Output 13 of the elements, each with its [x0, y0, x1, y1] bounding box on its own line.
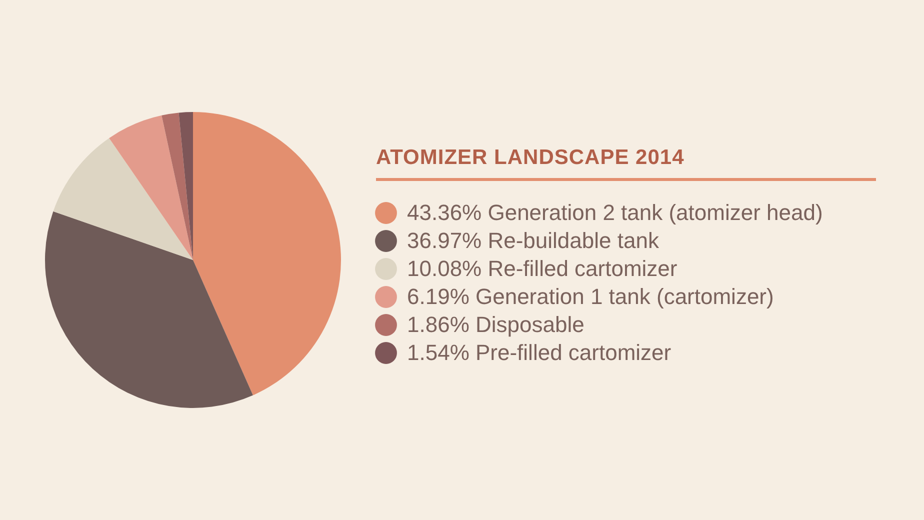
legend-label: 10.08% Re-filled cartomizer [407, 256, 678, 281]
pie-slice [45, 211, 253, 408]
pie-slice [178, 112, 193, 260]
legend-label: 1.54% Pre-filled cartomizer [407, 340, 672, 365]
legend-label: 1.86% Disposable [407, 312, 584, 337]
pie-slice [193, 112, 341, 396]
text: ATOMIZER LANDSCAPE 2014 [376, 146, 876, 181]
legend-label: 36.97% Re-buildable tank [407, 228, 660, 253]
legend-label: 6.19% Generation 1 tank (cartomizer) [407, 284, 774, 309]
pie-slice [109, 115, 193, 260]
legend-label: 43.36% Generation 2 tank (atomizer head) [407, 200, 823, 225]
pie-slice [162, 112, 193, 260]
pie-slice [53, 138, 193, 260]
